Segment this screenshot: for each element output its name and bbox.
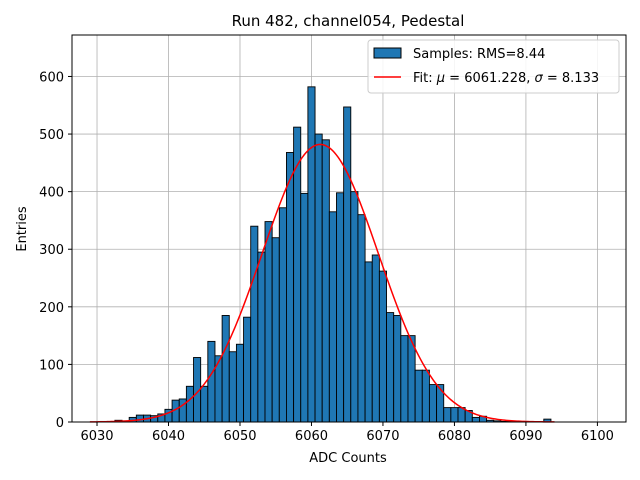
x-axis-ticks: 6030 6040 6050 6060 6070 6080 6090 6100 — [80, 422, 614, 444]
legend: Samples: RMS=8.44 Fit: μ = 6061.228, σ =… — [367, 39, 620, 94]
histogram-bar — [200, 385, 209, 423]
histogram-bar — [314, 133, 323, 423]
legend-fit-sigma-symbol: σ — [535, 71, 544, 86]
histogram-bar — [414, 369, 423, 423]
histogram-bar — [257, 251, 266, 423]
legend-fit-label: Fit: μ = 6061.228, σ = 8.133 — [413, 71, 599, 86]
x-tick-label: 6040 — [152, 429, 185, 444]
histogram-bar — [271, 237, 280, 423]
histogram-bar — [421, 369, 430, 423]
histogram-bar — [428, 384, 438, 423]
legend-fit-mu-symbol: μ — [436, 71, 445, 86]
histogram-bar — [328, 211, 337, 423]
histogram-bar — [235, 343, 245, 423]
y-tick-label: 100 — [39, 358, 64, 373]
legend-fit-sigma-value: = 8.133 — [543, 71, 599, 86]
histogram-bar — [221, 315, 230, 423]
histogram-bar — [436, 384, 445, 423]
y-axis-label: Entries — [15, 206, 30, 252]
y-tick-label: 600 — [39, 70, 64, 85]
histogram-bars — [100, 86, 552, 423]
y-tick-label: 300 — [39, 243, 64, 258]
histogram-bar — [343, 106, 352, 423]
histogram-bar — [243, 316, 252, 423]
histogram-bar — [300, 192, 309, 423]
x-axis-label: ADC Counts — [309, 451, 387, 466]
histogram-bar — [364, 261, 373, 423]
histogram-bar — [336, 192, 345, 423]
histogram-bar — [228, 351, 237, 423]
legend-samples-swatch — [373, 47, 402, 59]
x-tick-label: 6060 — [295, 429, 328, 444]
histogram-bar — [393, 315, 402, 423]
y-tick-label: 0 — [56, 416, 64, 431]
legend-samples-label: Samples: RMS=8.44 — [413, 47, 545, 62]
x-tick-label: 6030 — [80, 429, 113, 444]
x-tick-label: 6080 — [438, 429, 471, 444]
gaussian-fit-curve — [89, 143, 555, 423]
x-tick-label: 6050 — [223, 429, 256, 444]
legend-box — [367, 39, 620, 94]
histogram-bar — [378, 270, 387, 423]
histogram-bar — [321, 139, 330, 423]
plot-frame — [71, 34, 627, 423]
histogram-bar — [407, 335, 416, 423]
histogram-bar — [278, 207, 287, 423]
histogram-bar — [286, 152, 295, 423]
histogram-bar — [357, 214, 366, 423]
x-tick-label: 6070 — [366, 429, 399, 444]
histogram-bar — [400, 335, 409, 423]
histogram-bar — [307, 86, 316, 423]
legend-fit-mu-value: = 6061.228, — [445, 71, 534, 86]
histogram-bar — [371, 254, 380, 423]
histogram-bar — [264, 221, 273, 423]
histogram-bar — [350, 191, 359, 423]
legend-fit-prefix: Fit: — [413, 71, 437, 86]
y-axis-ticks: 0 100 200 300 400 500 600 — [39, 70, 72, 431]
histogram-bar — [207, 340, 216, 423]
y-tick-label: 400 — [39, 186, 64, 201]
histogram-bar — [250, 225, 259, 423]
histogram-bar — [471, 416, 480, 423]
x-tick-label: 6100 — [581, 429, 614, 444]
histogram-bar — [185, 385, 194, 423]
histogram-bar — [386, 312, 395, 423]
chart-title: Run 482, channel054, Pedestal — [232, 12, 465, 30]
y-tick-label: 200 — [39, 301, 64, 316]
histogram-bar — [450, 407, 459, 423]
histogram-bar — [443, 407, 452, 423]
y-tick-label: 500 — [39, 128, 64, 143]
histogram-bar — [135, 414, 144, 423]
x-tick-label: 6090 — [509, 429, 542, 444]
